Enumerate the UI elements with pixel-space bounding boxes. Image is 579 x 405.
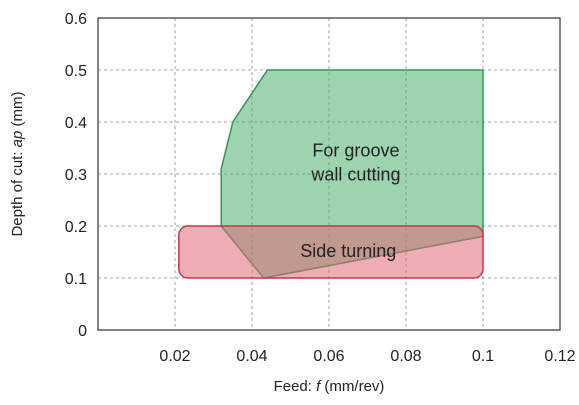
x-tick-labels: 0.02 0.04 0.06 0.08 0.1 0.12 <box>159 348 575 365</box>
region-side-turning <box>178 225 484 279</box>
x-tick-label: 0.08 <box>390 348 421 365</box>
y-axis-label: Depth of cut: ap (mm) <box>9 91 26 236</box>
y-tick-label: 0.4 <box>65 115 87 132</box>
plot-frame <box>97 17 561 331</box>
x-tick-label: 0.02 <box>159 348 190 365</box>
x-tick-label: 0.04 <box>236 348 267 365</box>
region-label-side-turning: Side turning <box>300 241 396 261</box>
y-tick-label: 0.1 <box>65 271 87 288</box>
y-tick-label: 0.5 <box>65 63 87 80</box>
x-tick-label: 0.12 <box>544 348 575 365</box>
x-tick-label: 0.06 <box>313 348 344 365</box>
x-tick-label: 0.1 <box>472 348 494 365</box>
y-tick-labels: 0 0.1 0.2 0.3 0.4 0.5 0.6 <box>65 11 87 340</box>
regions: For groove wall cutting Side turning <box>178 69 484 279</box>
y-tick-label: 0.2 <box>65 219 87 236</box>
y-tick-label: 0.6 <box>65 11 87 28</box>
y-tick-label: 0.3 <box>65 167 87 184</box>
y-tick-label: 0 <box>78 323 87 340</box>
x-axis-label: Feed: f (mm/rev) <box>274 378 385 395</box>
region-label-groove-wall-cutting: For groove wall cutting <box>310 140 400 184</box>
